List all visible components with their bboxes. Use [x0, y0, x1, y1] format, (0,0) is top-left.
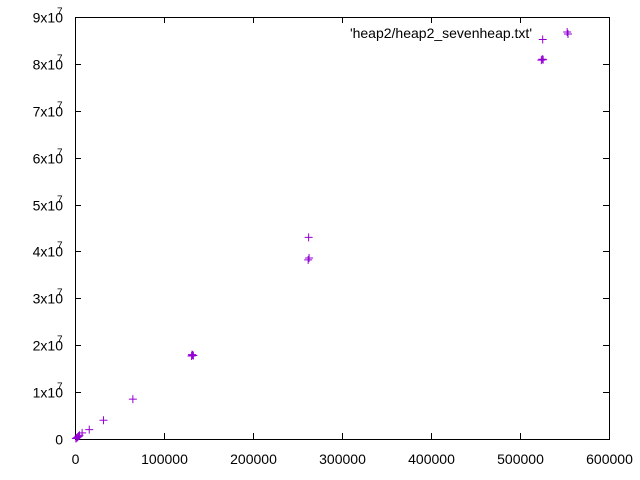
- x-axis: 0 100000 200000 300000 400000 500000 600000: [72, 17, 633, 467]
- data-point: [305, 254, 314, 263]
- y-tick-label: 4x10: [33, 244, 64, 260]
- legend: 'heap2/heap2_sevenheap.txt': [350, 25, 572, 41]
- x-tick-label: 300000: [319, 451, 366, 467]
- x-tick-label: 500000: [497, 451, 544, 467]
- x-tick-label: 100000: [141, 451, 188, 467]
- y-tick-label: 7x10: [33, 104, 64, 120]
- plot-frame: [75, 17, 610, 440]
- data-points: [71, 28, 572, 443]
- data-point: [189, 351, 198, 360]
- data-point: [538, 35, 547, 44]
- x-tick-label: 600000: [586, 451, 633, 467]
- data-point: [73, 433, 82, 442]
- data-point: [188, 350, 197, 359]
- y-tick-label: 8x10: [33, 57, 64, 73]
- data-point: [304, 255, 313, 264]
- x-tick-label: 200000: [230, 451, 277, 467]
- data-point: [74, 432, 83, 441]
- y-tick-label: 5x10: [33, 198, 64, 214]
- x-tick-label: 0: [72, 451, 80, 467]
- data-point: [563, 28, 572, 37]
- y-tick-exponent: 7: [57, 195, 63, 206]
- y-tick-label: 0: [55, 432, 63, 448]
- y-tick-exponent: 7: [57, 288, 63, 299]
- data-point: [99, 416, 108, 425]
- y-tick-exponent: 7: [57, 382, 63, 393]
- data-point: [304, 233, 313, 242]
- y-tick-label: 9x10: [33, 10, 64, 26]
- y-tick-label: 1x10: [33, 385, 64, 401]
- data-point: [78, 428, 87, 437]
- data-point: [85, 425, 94, 434]
- y-tick-exponent: 7: [57, 54, 63, 65]
- y-tick-exponent: 7: [57, 7, 63, 18]
- y-tick-label: 3x10: [33, 291, 64, 307]
- y-tick-exponent: 7: [57, 241, 63, 252]
- y-tick-label: 6x10: [33, 151, 64, 167]
- data-point: [539, 55, 548, 64]
- y-tick-label: 2x10: [33, 338, 64, 354]
- legend-label: 'heap2/heap2_sevenheap.txt': [350, 25, 532, 41]
- y-tick-exponent: 7: [57, 101, 63, 112]
- y-axis: 01x1072x1073x1074x1075x1076x1077x1078x10…: [33, 7, 609, 448]
- y-tick-exponent: 7: [57, 335, 63, 346]
- data-point: [128, 395, 137, 404]
- x-tick-label: 400000: [408, 451, 455, 467]
- y-tick-exponent: 7: [57, 148, 63, 159]
